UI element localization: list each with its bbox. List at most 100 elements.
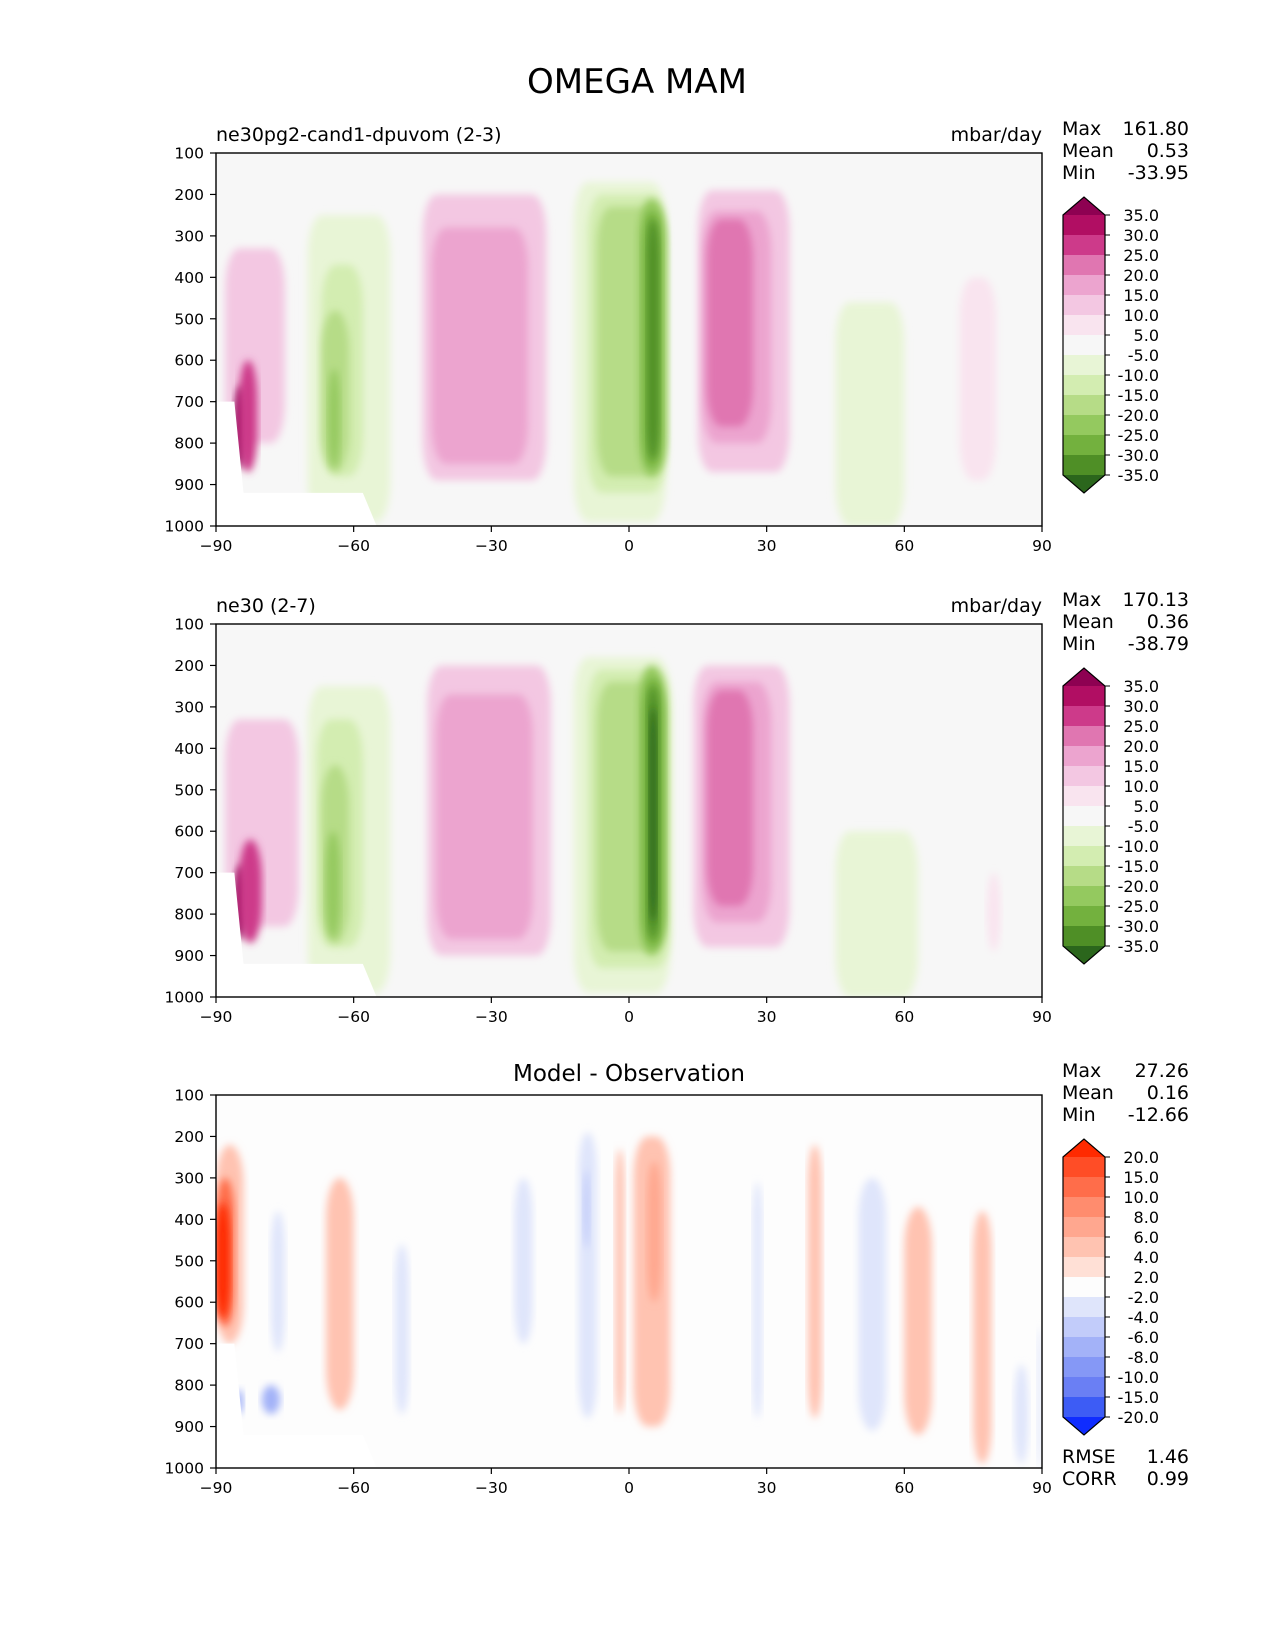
colorbar-swatch: [1063, 1217, 1105, 1238]
colorbar-swatch: [1063, 1177, 1105, 1198]
contour-region: [1037, 1327, 1042, 1468]
contour-region: [238, 839, 262, 944]
contour-region: [431, 227, 529, 464]
colorbar-swatch: [1063, 1337, 1105, 1358]
panel-units: mbar/day: [951, 595, 1042, 617]
contour-region: [436, 694, 533, 939]
y-tick-label: 800: [174, 1377, 204, 1395]
stat-min-label: Min: [1062, 1104, 1096, 1126]
panel-left-title: ne30 (2-7): [216, 595, 316, 617]
x-tick-label: 0: [624, 1008, 634, 1026]
y-tick-label: 300: [174, 227, 204, 245]
stat-min-value: -38.79: [1128, 633, 1189, 655]
x-tick-label: −90: [200, 537, 233, 555]
colorbar-swatch: [1063, 1397, 1105, 1418]
colorbar-swatch: [1063, 1197, 1105, 1218]
colorbar-tick-label: 10.0: [1123, 777, 1159, 796]
colorbar-extend-min: [1063, 946, 1105, 964]
colorbar-tick-label: -35.0: [1118, 466, 1159, 485]
contour-region: [271, 1211, 285, 1352]
metric-rmse-value: 1.46: [1147, 1446, 1189, 1468]
contour-region: [328, 368, 340, 468]
contour-region: [959, 277, 997, 481]
colorbar-swatch: [1063, 275, 1105, 296]
colorbar-tick-label: 2.0: [1134, 1268, 1159, 1287]
colorbar-tick-label: -8.0: [1128, 1348, 1159, 1367]
x-tick-label: 60: [894, 1479, 914, 1497]
contour-region: [578, 1132, 597, 1419]
colorbar-tick-label: -15.0: [1118, 1388, 1159, 1407]
stat-mean-label: Mean: [1062, 611, 1114, 633]
colorbar-tick-label: -10.0: [1118, 1368, 1159, 1387]
colorbar-tick-label: 15.0: [1123, 286, 1159, 305]
panel-difference: Model - Observation −90 −60 −30 0 30 60 90 100…: [165, 1060, 1189, 1497]
panel-model-2: ne30 (2-7) mbar/day −90 −60 −30 0 30 60 90 100…: [165, 589, 1189, 1026]
y-tick-label: 500: [174, 1252, 204, 1270]
stat-max-value: 27.26: [1135, 1060, 1189, 1082]
colorbar-swatch: [1063, 846, 1105, 867]
colorbar-swatch: [1063, 1257, 1105, 1278]
contour-region: [904, 1206, 932, 1435]
topography-mask: [216, 401, 377, 526]
y-tick-label: 200: [174, 186, 204, 204]
topography-mask: [216, 1343, 377, 1468]
contour-field: [216, 153, 1042, 526]
colorbar-tick-label: 20.0: [1123, 737, 1159, 756]
y-tick-label: 600: [174, 352, 204, 370]
y-tick-label: 1000: [165, 1460, 204, 1478]
stat-mean-value: 0.16: [1147, 1082, 1189, 1104]
panel-left-title: ne30pg2-cand1-dpuvom (2-3): [216, 124, 502, 146]
colorbar-swatch: [1063, 746, 1105, 767]
x-tick-label: 0: [624, 1479, 634, 1497]
colorbar-tick-label: 8.0: [1134, 1208, 1159, 1227]
colorbar-swatch: [1063, 395, 1105, 416]
colorbar-tick-label: 35.0: [1123, 677, 1159, 696]
colorbar-tick-label: 15.0: [1123, 757, 1159, 776]
colorbar-swatch: [1063, 866, 1105, 887]
colorbar-swatch: [1063, 1237, 1105, 1258]
colorbar-swatch: [1063, 1317, 1105, 1338]
x-axis: −90 −60 −30 0 30 60 90: [200, 997, 1052, 1026]
colorbar-tick-label: 25.0: [1123, 246, 1159, 265]
y-tick-label: 1000: [165, 989, 204, 1007]
contour-region: [835, 831, 919, 997]
contour-region: [1014, 1364, 1029, 1464]
colorbar-swatch: [1063, 215, 1105, 236]
x-tick-label: 90: [1032, 1479, 1052, 1497]
panel-units: mbar/day: [951, 124, 1042, 146]
colorbar-tick-label: -10.0: [1118, 837, 1159, 856]
colorbar-swatch: [1063, 886, 1105, 907]
metric-rmse-label: RMSE: [1062, 1446, 1116, 1468]
colorbar-swatch: [1063, 375, 1105, 396]
x-tick-label: 90: [1032, 537, 1052, 555]
contour-region: [326, 831, 340, 939]
colorbar-tick-label: 4.0: [1134, 1248, 1159, 1267]
contour-region: [752, 1182, 763, 1419]
colorbar-tick-label: 25.0: [1123, 717, 1159, 736]
colorbar-tick-label: 15.0: [1123, 1168, 1159, 1187]
y-tick-label: 500: [174, 310, 204, 328]
y-tick-label: 800: [174, 435, 204, 453]
y-tick-label: 900: [174, 947, 204, 965]
contour-region: [835, 302, 905, 526]
colorbar-tick-label: 30.0: [1123, 226, 1159, 245]
colorbar-tick-label: -25.0: [1118, 426, 1159, 445]
y-tick-label: 700: [174, 864, 204, 882]
colorbar-swatch: [1063, 335, 1105, 356]
figure-title: OMEGA MAM: [527, 62, 747, 102]
colorbar-tick-label: 30.0: [1123, 697, 1159, 716]
y-tick-label: 100: [174, 1087, 204, 1105]
x-tick-label: −30: [475, 537, 508, 555]
metric-corr-value: 0.99: [1147, 1468, 1189, 1490]
contour-region: [858, 1177, 886, 1431]
x-tick-label: −60: [337, 537, 370, 555]
y-tick-label: 700: [174, 393, 204, 411]
colorbar-tick-label: -4.0: [1128, 1308, 1159, 1327]
x-tick-label: 0: [624, 537, 634, 555]
y-axis: 100 200 300 400 500 600 700 800 900 1000: [165, 145, 216, 536]
colorbar-tick-label: -30.0: [1118, 917, 1159, 936]
colorbar-tick-label: -5.0: [1128, 817, 1159, 836]
colorbar-swatch: [1063, 806, 1105, 827]
colorbar-swatch: [1063, 255, 1105, 276]
